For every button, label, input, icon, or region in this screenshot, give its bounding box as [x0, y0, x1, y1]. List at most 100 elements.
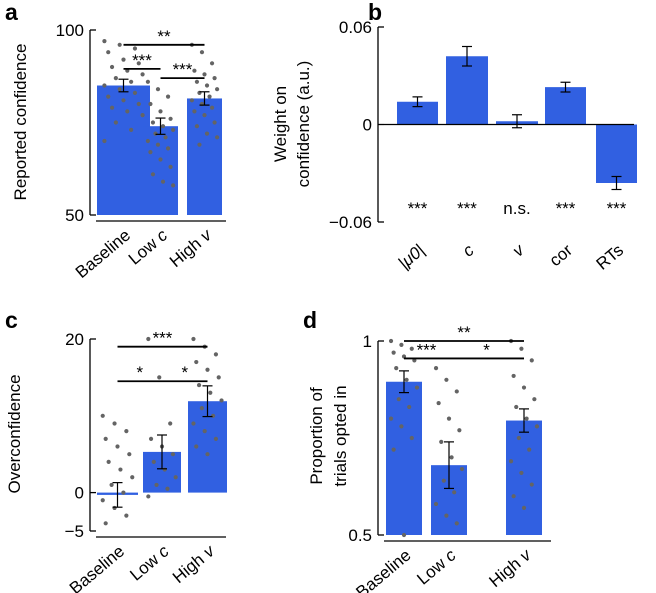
y-tick-label: 0.5 — [348, 526, 372, 545]
data-point — [154, 482, 159, 488]
data-point — [441, 478, 446, 483]
data-point — [103, 436, 108, 441]
comparison-label: * — [181, 363, 188, 382]
data-point — [444, 377, 449, 382]
data-point — [199, 406, 204, 411]
category-label: High v — [485, 545, 535, 591]
data-point — [215, 135, 220, 140]
data-point — [207, 94, 212, 99]
data-point — [205, 367, 210, 372]
category-label: Baseline — [66, 542, 128, 593]
data-point — [219, 398, 224, 403]
bar-b-3 — [545, 87, 586, 125]
data-point — [511, 494, 516, 499]
data-point — [168, 421, 173, 426]
bar-a-2 — [187, 98, 222, 215]
data-point — [125, 109, 130, 114]
y-tick-label: 0.06 — [339, 18, 372, 37]
data-point — [511, 373, 516, 379]
bar-b-0 — [397, 101, 438, 125]
data-point — [146, 336, 151, 342]
data-point — [150, 172, 156, 177]
data-point — [165, 94, 171, 99]
data-point — [192, 68, 197, 73]
data-point — [102, 83, 107, 88]
data-point — [171, 127, 176, 132]
data-point — [215, 87, 220, 92]
data-point — [168, 116, 173, 121]
data-point — [150, 120, 156, 125]
data-point — [457, 428, 462, 433]
panel-b — [377, 26, 637, 223]
data-point — [534, 424, 540, 429]
category-label: Low c — [126, 541, 173, 584]
data-point — [213, 352, 219, 357]
data-point — [192, 109, 197, 114]
data-point — [459, 466, 465, 472]
data-point — [191, 421, 196, 426]
data-point — [160, 179, 166, 184]
category-label: |μ0| — [395, 241, 428, 273]
category-label: RTs — [593, 241, 627, 274]
data-point — [452, 490, 457, 495]
y-axis-label: trials opted in — [331, 385, 350, 486]
data-point — [209, 105, 215, 110]
y-axis-label: Reported confidence — [11, 44, 30, 201]
data-point — [521, 505, 527, 510]
significance-label: *** — [607, 199, 627, 218]
comparison-label: *** — [132, 51, 152, 70]
data-point — [202, 72, 207, 77]
data-point — [173, 475, 178, 480]
data-point — [407, 404, 412, 410]
data-point — [454, 389, 459, 394]
data-point — [212, 76, 217, 81]
y-tick-label: 1 — [363, 332, 372, 351]
bar-b-4 — [596, 124, 637, 183]
panel-letter-c: c — [5, 307, 18, 333]
data-point — [102, 138, 107, 144]
data-point — [148, 436, 154, 441]
comparison-label: * — [483, 340, 490, 359]
significance-label: n.s. — [503, 199, 530, 218]
data-point — [436, 400, 441, 406]
category-label: Low c — [413, 545, 460, 588]
data-point — [209, 61, 215, 66]
data-point — [529, 358, 534, 363]
data-point — [519, 346, 524, 351]
data-point — [140, 113, 145, 118]
data-point — [109, 64, 115, 70]
y-tick-label: 20 — [65, 330, 84, 349]
data-point — [113, 76, 118, 81]
data-point — [194, 359, 199, 365]
data-point — [145, 79, 150, 84]
data-point — [404, 377, 409, 382]
data-point — [146, 494, 151, 499]
data-point — [129, 79, 134, 84]
category-label: Baseline — [352, 546, 414, 593]
data-point — [197, 142, 202, 147]
panel-a — [89, 29, 226, 222]
data-point — [113, 120, 118, 125]
data-point — [112, 505, 117, 511]
data-point — [399, 424, 404, 429]
data-point — [196, 382, 202, 388]
data-point — [155, 142, 161, 147]
data-point — [191, 336, 196, 342]
data-point — [160, 124, 166, 129]
panel-d — [377, 338, 551, 542]
data-point — [121, 98, 126, 103]
data-point — [168, 164, 173, 169]
data-point — [112, 421, 117, 426]
category-label: Low c — [125, 225, 172, 268]
y-axis-label: Proportion of — [307, 387, 326, 485]
data-point — [153, 131, 158, 136]
y-axis-label: confidence (a.u.) — [294, 61, 313, 188]
comparison-label: ** — [157, 27, 171, 46]
data-point — [194, 124, 200, 129]
data-point — [202, 429, 207, 434]
category-label: v — [509, 240, 529, 261]
category-label: cor — [546, 240, 577, 270]
data-point — [409, 435, 414, 441]
data-point — [106, 94, 111, 99]
